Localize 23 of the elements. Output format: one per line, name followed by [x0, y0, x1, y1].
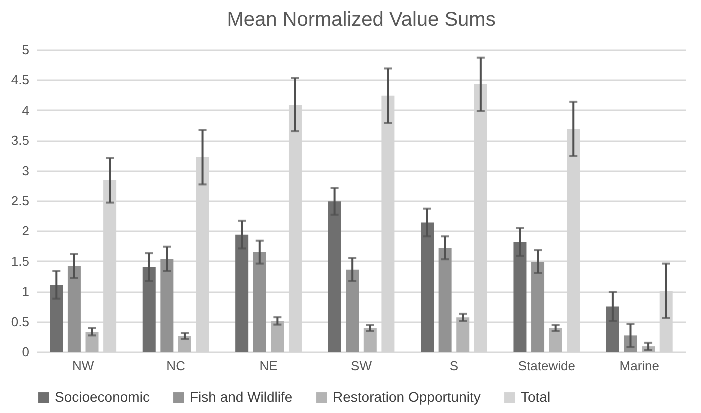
y-tick-label: 3.5	[11, 133, 30, 148]
chart-title: Mean Normalized Value Sums	[227, 9, 496, 31]
legend-label: Restoration Opportunity	[333, 389, 481, 405]
y-tick-label: 1.5	[11, 254, 30, 269]
x-tick-label: S	[450, 358, 459, 374]
x-tick-label: SW	[351, 358, 373, 374]
y-tick-label: 0	[22, 344, 30, 360]
legend-label: Socioeconomic	[55, 389, 150, 405]
y-tick-label: 3	[22, 163, 30, 178]
x-tick-label: NW	[72, 358, 95, 374]
x-tick-label: NE	[260, 358, 278, 374]
y-tick-label: 1	[22, 284, 30, 300]
y-tick-label: 5	[22, 42, 30, 58]
y-tick-label: 0.5	[11, 314, 30, 330]
x-tick-label: Statewide	[518, 358, 576, 374]
legend-label: Total	[521, 389, 551, 405]
x-tick-label: Marine	[620, 358, 660, 374]
x-tick-label: NC	[166, 358, 186, 374]
legend-label: Fish and Wildlife	[190, 389, 293, 405]
y-tick-label: 4.5	[11, 72, 30, 88]
y-tick-label: 2	[22, 224, 30, 239]
y-tick-label: 4	[22, 102, 30, 118]
y-tick-label: 2.5	[11, 194, 30, 208]
